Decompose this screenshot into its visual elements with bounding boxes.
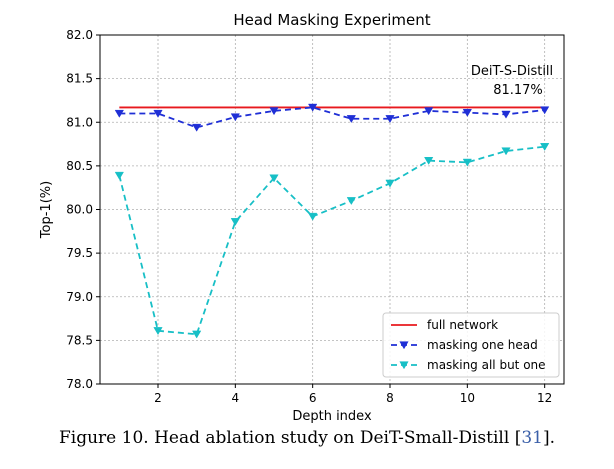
x-axis-ticks: 2 4 6 8 10 12 bbox=[154, 384, 552, 405]
legend-label: masking one head bbox=[427, 338, 538, 352]
data-point bbox=[114, 171, 124, 180]
data-point bbox=[192, 123, 202, 132]
y-tick-label: 79.5 bbox=[66, 246, 93, 260]
y-tick-label: 80.5 bbox=[66, 159, 93, 173]
data-point bbox=[501, 110, 511, 119]
series-line bbox=[118, 145, 545, 336]
x-axis-label: Depth index bbox=[292, 409, 372, 424]
legend-label: full network bbox=[427, 318, 498, 332]
data-point bbox=[269, 174, 279, 183]
y-tick-label: 79.0 bbox=[66, 290, 93, 304]
data-point bbox=[308, 212, 318, 221]
series-line bbox=[119, 106, 545, 129]
data-point bbox=[230, 218, 240, 226]
legend-item: masking one head bbox=[391, 338, 538, 352]
data-point bbox=[153, 327, 163, 336]
series-masking-all-but-one bbox=[114, 143, 550, 339]
data-point bbox=[462, 158, 472, 167]
data-point bbox=[540, 106, 550, 115]
data-point bbox=[308, 103, 318, 112]
data-point bbox=[192, 330, 202, 339]
y-axis-label: Top-1(%) bbox=[39, 181, 54, 239]
citation-link[interactable]: 31 bbox=[521, 428, 543, 448]
data-point bbox=[230, 113, 240, 122]
data-point bbox=[114, 109, 124, 118]
y-tick-label: 78.0 bbox=[66, 377, 93, 391]
data-point bbox=[424, 157, 434, 165]
series-group bbox=[114, 103, 550, 339]
legend-box bbox=[382, 312, 560, 378]
annotation-accuracy: 81.17% bbox=[493, 83, 543, 98]
y-tick-label: 78.5 bbox=[66, 333, 93, 347]
y-tick-label: 81.5 bbox=[66, 72, 93, 86]
figure-caption: Figure 10. Head ablation study on DeiT-S… bbox=[0, 428, 614, 448]
chart-title: Head Masking Experiment bbox=[233, 11, 430, 29]
y-tick-label: 82.0 bbox=[66, 28, 93, 42]
legend: full network masking one head masking all … bbox=[382, 312, 560, 378]
x-tick-label: 4 bbox=[232, 391, 240, 405]
x-tick-label: 8 bbox=[386, 391, 394, 405]
series-masking-one-head bbox=[114, 103, 550, 132]
data-point bbox=[424, 107, 434, 116]
y-tick-label: 81.0 bbox=[66, 115, 93, 129]
data-point bbox=[540, 143, 550, 151]
y-axis-ticks: 78.0 78.5 79.0 79.5 80.0 80.5 81.0 81.5 82.0 bbox=[66, 28, 100, 391]
data-point bbox=[501, 147, 511, 156]
data-point bbox=[346, 197, 356, 206]
legend-swatch-marker bbox=[399, 361, 409, 370]
caption-end: ]. bbox=[542, 428, 556, 448]
chart: Head Masking Experiment 2 4 6 8 10 12 78.078.… bbox=[39, 11, 565, 424]
x-tick-label: 2 bbox=[154, 391, 162, 405]
data-point bbox=[385, 179, 395, 188]
data-point bbox=[462, 109, 472, 117]
x-tick-label: 10 bbox=[460, 391, 475, 405]
x-tick-label: 12 bbox=[537, 391, 552, 405]
legend-item: full network bbox=[391, 318, 498, 332]
legend-item: masking all but one bbox=[391, 358, 546, 372]
x-tick-label: 6 bbox=[309, 391, 317, 405]
annotation-model-name: DeiT-S-Distill bbox=[471, 64, 553, 79]
data-point bbox=[385, 115, 395, 124]
legend-swatch-marker bbox=[399, 341, 409, 350]
data-point bbox=[346, 115, 356, 124]
data-point bbox=[269, 107, 279, 116]
data-point bbox=[153, 109, 163, 118]
y-tick-label: 80.0 bbox=[66, 203, 93, 217]
caption-text: Figure 10. Head ablation study on DeiT-S… bbox=[58, 428, 522, 448]
legend-label: masking all but one bbox=[427, 358, 546, 372]
